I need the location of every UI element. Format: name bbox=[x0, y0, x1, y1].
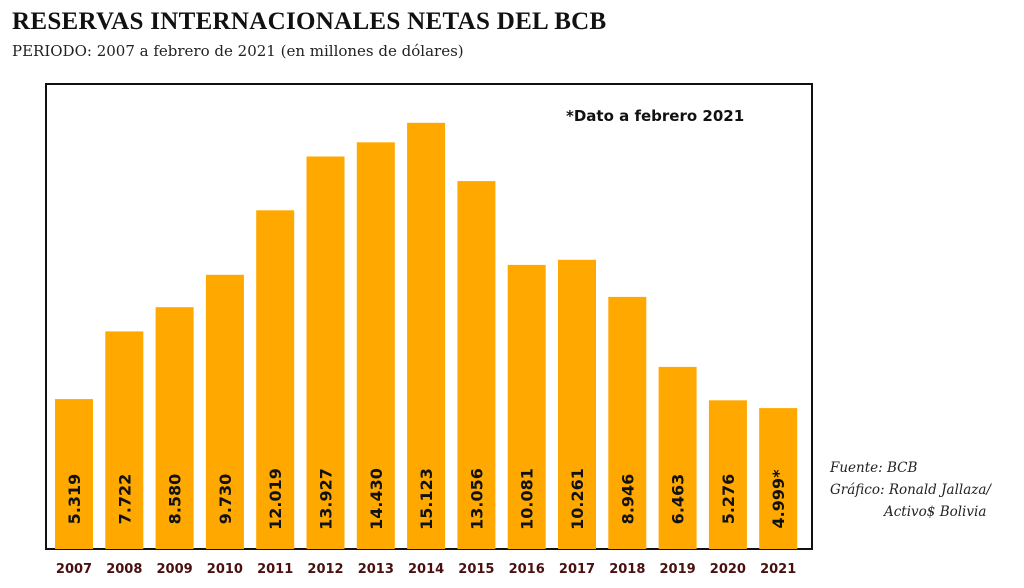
x-tick-label: 2020 bbox=[710, 562, 746, 577]
chart-subtitle: PERIODO: 2007 a febrero de 2021 (en mill… bbox=[12, 42, 464, 60]
bar-2019 bbox=[658, 366, 697, 549]
credits-graphic-2: Activo$ Bolivia bbox=[884, 504, 987, 520]
bar-value-label: 13.056 bbox=[467, 468, 486, 530]
credits: Fuente: BCB Gráfico: Ronald Jallaza/ Act… bbox=[830, 457, 991, 523]
bar-value-label: 9.730 bbox=[216, 474, 235, 525]
x-tick-label: 2009 bbox=[157, 562, 193, 577]
chart-title: RESERVAS INTERNACIONALES NETAS DEL BCB bbox=[12, 8, 607, 35]
bar-2012 bbox=[306, 156, 345, 549]
x-tick-label: 2010 bbox=[207, 562, 243, 577]
x-tick-label: 2007 bbox=[56, 562, 92, 577]
bar-2017 bbox=[558, 259, 596, 549]
bar-value-label: 5.276 bbox=[719, 474, 738, 525]
credits-source: Fuente: BCB bbox=[830, 460, 918, 476]
bar-value-label: 4.999* bbox=[769, 469, 788, 529]
credits-graphic: Gráfico: Ronald Jallaza/ bbox=[830, 482, 991, 498]
bar-value-label: 7.722 bbox=[115, 474, 134, 525]
bar-2007 bbox=[55, 399, 93, 549]
x-tick-label: 2018 bbox=[609, 562, 645, 577]
bar-value-label: 14.430 bbox=[367, 468, 386, 530]
bar-value-label: 10.081 bbox=[518, 468, 537, 530]
bar-2009 bbox=[155, 307, 194, 549]
x-tick-label: 2012 bbox=[307, 562, 343, 577]
bar-2014 bbox=[407, 122, 446, 550]
bar-value-label: 6.463 bbox=[669, 474, 688, 525]
bar-2008 bbox=[105, 331, 144, 549]
bar-value-label: 13.927 bbox=[317, 468, 336, 530]
bar-value-label: 12.019 bbox=[266, 468, 285, 530]
bar-2020 bbox=[708, 400, 747, 549]
bar-value-label: 10.261 bbox=[568, 468, 587, 530]
bar-2018 bbox=[608, 296, 647, 549]
bar-2013 bbox=[356, 142, 395, 550]
bar-value-label: 8.580 bbox=[166, 474, 185, 525]
bar-value-label: 8.946 bbox=[618, 474, 637, 525]
bar-2010 bbox=[205, 274, 244, 549]
x-tick-label: 2016 bbox=[509, 562, 545, 577]
x-tick-label: 2015 bbox=[458, 562, 494, 577]
bar-value-label: 5.319 bbox=[65, 474, 84, 525]
x-tick-label: 2014 bbox=[408, 562, 444, 577]
x-tick-label: 2013 bbox=[358, 562, 394, 577]
bar-2015 bbox=[457, 181, 496, 549]
x-tick-label: 2019 bbox=[660, 562, 696, 577]
bar-2021 bbox=[759, 408, 798, 549]
bars-group: 5.319 7.722 8.580 9.730 12.019 13.927 14.430 15… bbox=[55, 122, 798, 550]
x-ticks-group: 2007 2008 2009 2010 2011 2012 2013 2014 2015 2016… bbox=[56, 562, 796, 577]
x-tick-label: 2011 bbox=[257, 562, 293, 577]
x-tick-label: 2017 bbox=[559, 562, 595, 577]
x-tick-label: 2021 bbox=[760, 562, 796, 577]
bar-value-label: 15.123 bbox=[417, 468, 436, 530]
chart-annotation: *Dato a febrero 2021 bbox=[566, 107, 744, 125]
bar-2011 bbox=[256, 210, 295, 550]
x-tick-label: 2008 bbox=[106, 562, 142, 577]
bar-2016 bbox=[507, 264, 546, 549]
